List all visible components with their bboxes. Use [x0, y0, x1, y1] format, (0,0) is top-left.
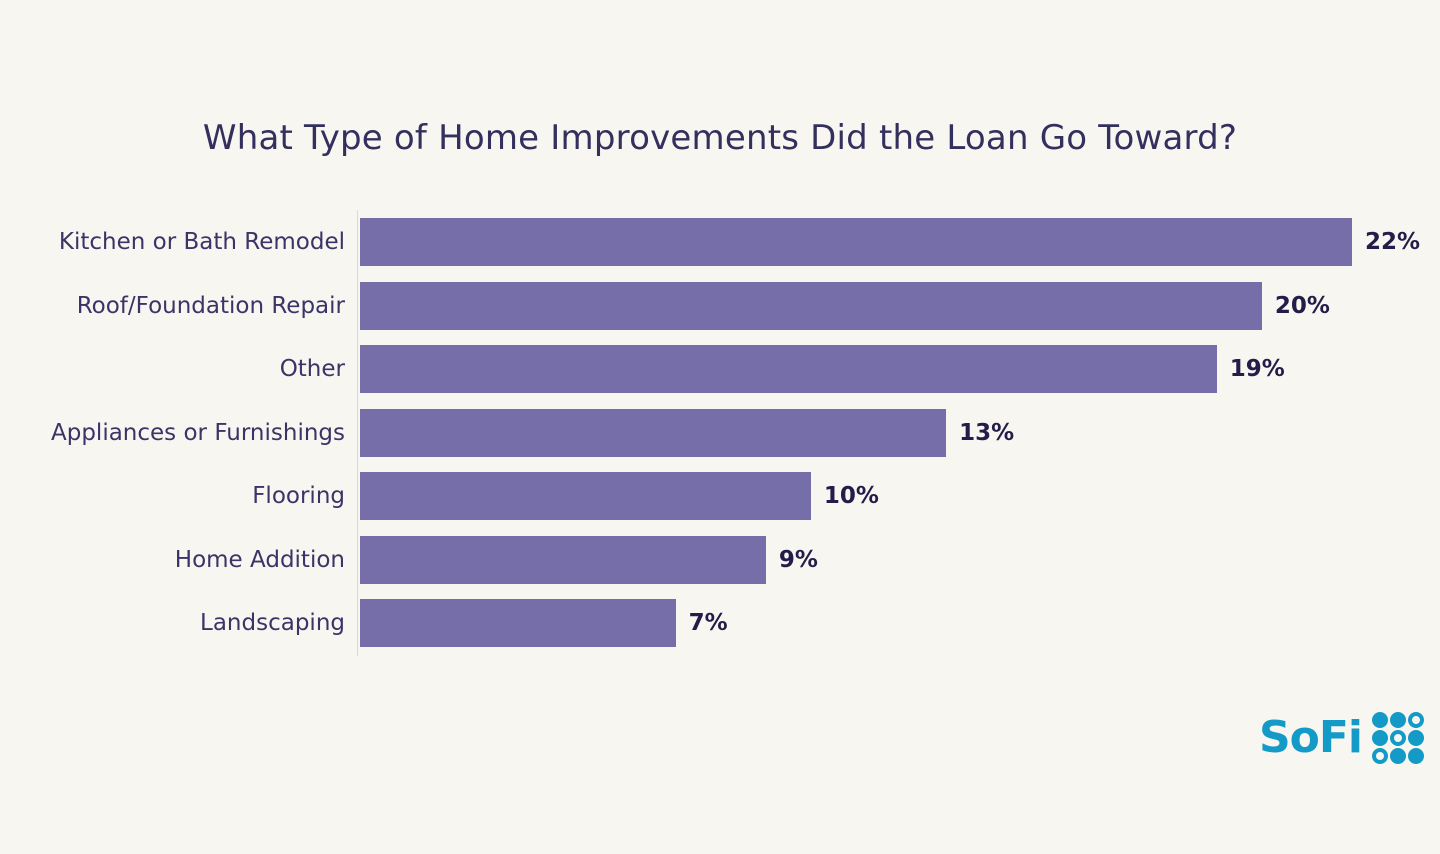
value-label: 9%: [778, 546, 818, 573]
value-label: 7%: [688, 610, 728, 636]
bar: [360, 599, 676, 647]
bar: [360, 408, 947, 457]
value-label: 22%: [1365, 229, 1421, 255]
y-axis-line: [357, 210, 358, 656]
category-label: Roof/Foundation Repair: [76, 292, 345, 319]
bar-track: 22%: [360, 218, 1440, 266]
logo-dot-outline: [1408, 712, 1424, 728]
logo-dot-filled: [1408, 730, 1424, 746]
bar: [360, 345, 1217, 393]
bar-chart: Kitchen or Bath Remodel 22% Roof/Foundat…: [0, 218, 1440, 663]
bar: [360, 218, 1352, 266]
chart-title: What Type of Home Improvements Did the L…: [202, 118, 1238, 158]
bar: [360, 535, 766, 584]
bar-track: 7%: [360, 599, 1440, 647]
logo-dot-filled: [1408, 748, 1424, 764]
logo-dot-filled: [1390, 712, 1406, 728]
category-label: Kitchen or Bath Remodel: [58, 229, 345, 255]
category-label: Landscaping: [200, 610, 345, 636]
bar-track: 19%: [360, 345, 1440, 393]
value-label: 10%: [823, 483, 879, 509]
bar-track: 9%: [360, 535, 1440, 584]
bar-row: Kitchen or Bath Remodel 22%: [0, 218, 1440, 266]
bar-row: Roof/Foundation Repair 20%: [0, 281, 1440, 330]
sofi-logo-dots-icon: [1372, 712, 1424, 764]
bar-track: 10%: [360, 472, 1440, 520]
value-label: 19%: [1229, 356, 1285, 382]
logo-dot-filled: [1372, 730, 1388, 746]
bar-track: 20%: [360, 281, 1440, 330]
value-label: 13%: [959, 419, 1015, 446]
logo-dot-filled: [1390, 748, 1406, 764]
value-label: 20%: [1274, 292, 1330, 319]
logo-dot-filled: [1372, 712, 1388, 728]
category-label: Appliances or Furnishings: [51, 419, 345, 446]
category-label: Flooring: [252, 483, 345, 509]
bar-row: Other 19%: [0, 345, 1440, 393]
logo-dot-outline: [1372, 748, 1388, 764]
category-label: Home Addition: [174, 546, 345, 573]
bar-row: Flooring 10%: [0, 472, 1440, 520]
sofi-logo: SoFi: [1259, 712, 1424, 764]
bar-row: Landscaping 7%: [0, 599, 1440, 647]
bar: [360, 472, 811, 520]
category-label: Other: [279, 356, 345, 382]
logo-dot-outline: [1390, 730, 1406, 746]
bar-track: 13%: [360, 408, 1440, 457]
bar: [360, 281, 1262, 330]
sofi-logo-text: SoFi: [1258, 712, 1363, 763]
bar-row: Home Addition 9%: [0, 535, 1440, 584]
bar-row: Appliances or Furnishings 13%: [0, 408, 1440, 457]
